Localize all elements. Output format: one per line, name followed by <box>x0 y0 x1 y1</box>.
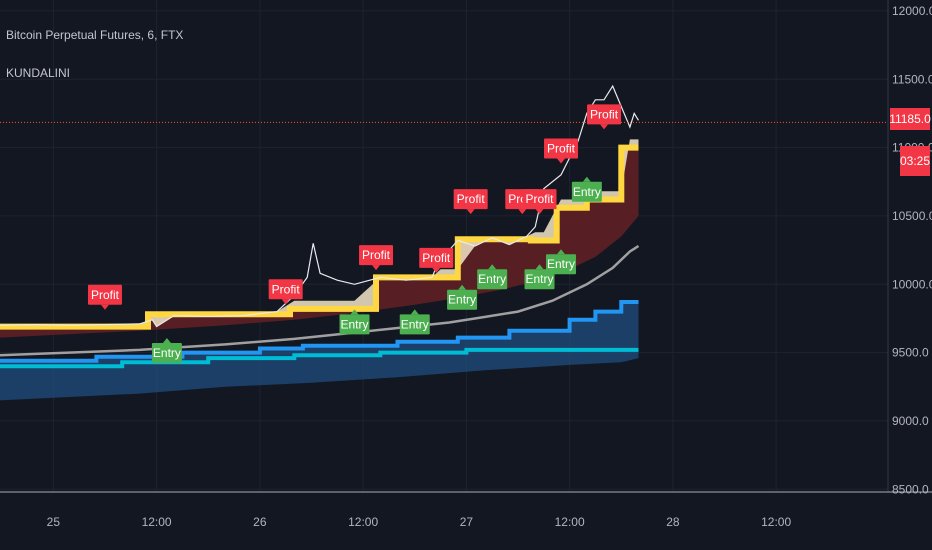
profit-signal: Profit <box>587 104 622 130</box>
profit-signal: Profit <box>453 189 488 215</box>
entry-signal: Entry <box>339 309 370 335</box>
time-tick-label: 12:00 <box>348 515 378 529</box>
current-price-tag: 11185.0 <box>889 108 931 130</box>
profit-signal-label: Profit <box>526 192 555 206</box>
profit-signal-label: Profit <box>91 288 120 302</box>
entry-signal-box <box>477 269 508 290</box>
profit-signal-pointer <box>432 267 441 273</box>
time-tick-label: 28 <box>666 515 680 529</box>
price-tick-label: 10000.0 <box>892 277 932 291</box>
entry-signal-pointer <box>162 338 171 344</box>
entry-signal-pointer <box>582 176 591 182</box>
price-tick-label: 9500.0 <box>892 346 929 360</box>
entry-signal-label: Entry <box>573 185 601 199</box>
symbol-title[interactable]: Bitcoin Perpetual Futures, 6, FTX <box>6 28 183 42</box>
entry-signal-box <box>571 181 602 202</box>
profit-signal-box <box>587 104 622 125</box>
entry-signal-label: Entry <box>401 317 429 331</box>
profit-signal: Profit <box>419 247 454 273</box>
profit-signal-label: Profit <box>590 107 619 121</box>
profit-signal-box <box>268 279 303 300</box>
profit-signal: Profit <box>544 138 579 164</box>
profit-signal: Profit <box>268 279 303 305</box>
entry-signal-box <box>447 289 478 310</box>
time-tick-label: 25 <box>47 515 61 529</box>
entry-signal: Entry <box>477 264 508 290</box>
profit-signal: Profit <box>359 245 394 271</box>
blue-step-line <box>0 300 639 363</box>
entry-signal: Entry <box>546 249 577 275</box>
price-line <box>0 84 640 328</box>
entry-signal-label: Entry <box>341 317 369 331</box>
time-tick-label: 26 <box>253 515 267 529</box>
profit-signal-label: Profit <box>272 282 301 296</box>
entry-signal-box <box>546 254 577 275</box>
profit-signal-label: Profit <box>422 251 451 265</box>
profit-signal-label: Profit <box>362 248 391 262</box>
profit-signal-box <box>544 138 579 159</box>
profit-signal-pointer <box>535 209 544 215</box>
time-tick-label: 12:00 <box>761 515 791 529</box>
profit-signal: Profit <box>522 189 557 215</box>
time-tick-label: 27 <box>460 515 474 529</box>
entry-signal-label: Entry <box>153 346 181 360</box>
entry-signal-pointer <box>350 309 359 315</box>
entry-signal: Entry <box>447 284 478 310</box>
profit-signal-pointer <box>600 124 609 130</box>
entry-signal-label: Entry <box>526 272 554 286</box>
maroon-cloud <box>0 147 639 338</box>
profit-signal-pointer <box>100 304 109 310</box>
entry-signal-box <box>399 314 430 335</box>
profit-signal-pointer <box>466 209 475 215</box>
profit-signal-label: Profit <box>547 142 576 156</box>
time-tick-label: 12:00 <box>142 515 172 529</box>
entry-signal-label: Entry <box>547 257 575 271</box>
profit-signal-pointer <box>518 209 527 215</box>
candle-countdown-tag: 03:25 <box>900 146 930 176</box>
profit-signal-pointer <box>281 299 290 305</box>
entry-signal-label: Entry <box>478 272 506 286</box>
indicator-clouds <box>0 139 639 401</box>
profit-signal: Profit <box>87 284 122 310</box>
entry-signal: Entry <box>151 338 182 364</box>
entry-signal-box <box>339 314 370 335</box>
price-tick-label: 9000.0 <box>892 414 929 428</box>
profit-signal-pointer <box>372 265 381 271</box>
entry-signal-box <box>151 343 182 364</box>
candle-countdown: 03:25 <box>900 154 930 168</box>
price-tick-label: 11500.0 <box>892 72 932 86</box>
blue-cloud <box>0 302 639 401</box>
price-axis[interactable]: 12000.011500.011000.010500.010000.09500.… <box>892 4 932 496</box>
profit-signal-box <box>87 284 122 305</box>
time-tick-label: 12:00 <box>555 515 585 529</box>
entry-signal-pointer <box>488 264 497 270</box>
entry-signal-pointer <box>410 309 419 315</box>
entry-signal-label: Entry <box>448 293 476 307</box>
profit-signal-box <box>419 247 454 268</box>
gray-line <box>0 244 640 357</box>
entry-signal: Entry <box>524 264 555 290</box>
time-axis[interactable]: 25 12:00 26 12:00 27 12:00 28 12:00 <box>47 515 792 529</box>
entry-signal-box <box>524 269 555 290</box>
entry-signal: Entry <box>399 309 430 335</box>
indicator-name[interactable]: KUNDALINI <box>6 66 70 80</box>
profit-signal-pointer <box>557 158 566 164</box>
grid <box>0 0 888 492</box>
profit-signal-box <box>453 189 488 210</box>
profit-signal-box <box>359 245 394 266</box>
current-price-value: 11185.0 <box>889 112 931 126</box>
price-tick-label: 10500.0 <box>892 209 932 223</box>
price-tick-label: 12000.0 <box>892 4 932 18</box>
entry-signal: Entry <box>571 176 602 202</box>
entry-signal-pointer <box>557 249 566 255</box>
entry-signal-pointer <box>458 284 467 290</box>
entry-signal-pointer <box>535 264 544 270</box>
profit-signal-label: Profit <box>457 192 486 206</box>
cyan-step-line <box>0 347 639 369</box>
profit-signal-box <box>522 189 557 210</box>
signal-labels: Profit Entry Profit Entry Profit Entry Profit E… <box>87 104 622 364</box>
price-tick-label: 8500.0 <box>892 482 929 496</box>
